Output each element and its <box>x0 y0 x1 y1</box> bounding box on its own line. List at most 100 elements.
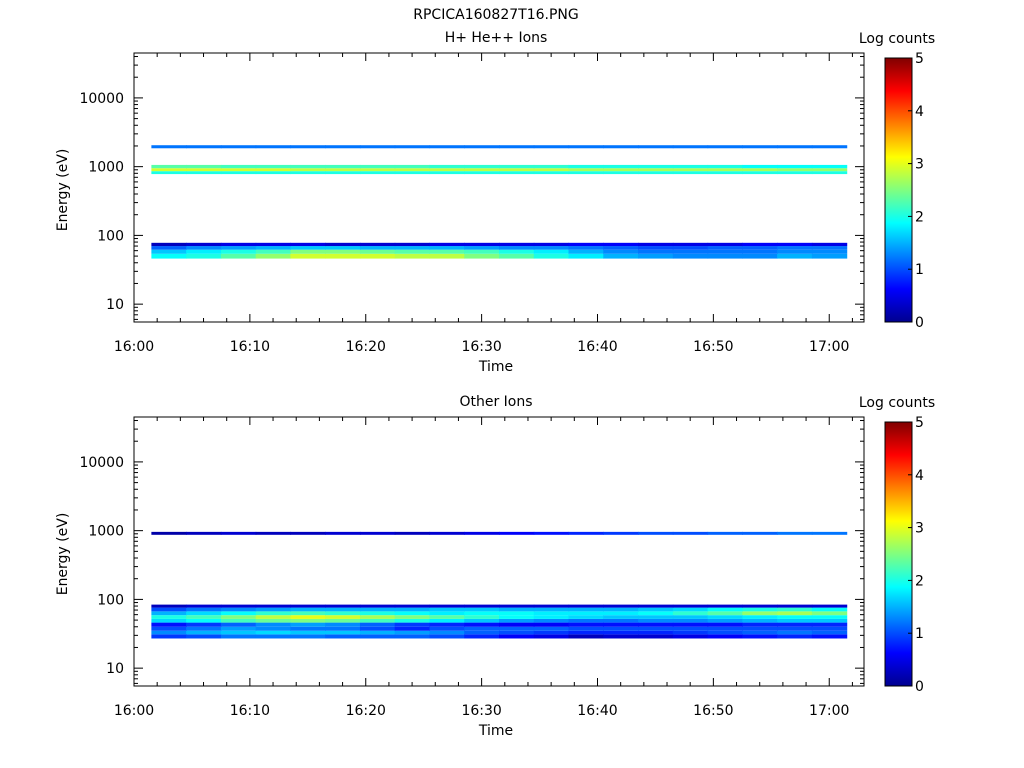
heatmap-cell <box>638 164 674 169</box>
heatmap-cell <box>290 611 326 616</box>
heatmap-cell <box>464 168 500 172</box>
colorbar-ticks: 0 1 2 3 4 5 <box>908 415 924 695</box>
heatmap-cell <box>811 634 848 639</box>
heatmap-cell <box>742 622 778 627</box>
heatmap-cell <box>742 171 778 175</box>
heatmap-cell <box>255 618 292 623</box>
heatmap-cell <box>603 626 639 631</box>
heatmap-cell <box>220 634 257 639</box>
plot-frame <box>133 52 865 323</box>
heatmap-cell <box>707 615 743 619</box>
y-tick-label: 10 <box>106 661 124 677</box>
heatmap-cell <box>603 622 639 627</box>
heatmap-cell <box>638 611 674 616</box>
heatmap-cell <box>186 242 222 247</box>
heatmap-cell <box>325 611 361 616</box>
colorbar-tick-label: 3 <box>915 157 924 173</box>
colorbar-tick-label: 1 <box>915 262 924 278</box>
heatmap-cell <box>290 622 326 627</box>
panel-title: Other Ions <box>459 394 532 410</box>
heatmap-cell <box>638 634 674 639</box>
heatmap-cell <box>638 618 674 623</box>
colorbar-tick-label: 2 <box>915 209 924 225</box>
heatmap-cell <box>499 611 535 616</box>
heatmap-cell <box>742 242 778 247</box>
colorbar-tick-label: 5 <box>915 415 924 431</box>
heatmap-cell <box>568 622 604 627</box>
heatmap-cell <box>325 626 361 631</box>
heatmap-cell <box>568 242 604 247</box>
heatmap-cell <box>568 630 604 635</box>
heatmap-cell <box>533 622 570 627</box>
heatmap-cell <box>707 253 743 259</box>
heatmap-cell <box>568 618 604 623</box>
heatmap-cell <box>533 604 570 608</box>
y-tick-label: 10000 <box>79 455 124 471</box>
heatmap-cell <box>707 626 743 631</box>
heatmap-cell <box>707 604 743 608</box>
heatmap-cell <box>672 164 709 169</box>
heatmap-cell <box>359 615 396 619</box>
heatmap-cell <box>603 164 639 169</box>
heatmap-cell <box>568 604 604 608</box>
heatmap-cell <box>186 168 222 172</box>
heatmap-cell <box>777 246 813 250</box>
heatmap-cell <box>429 531 465 535</box>
heatmap-cell <box>255 531 292 535</box>
panel-title: H+ He++ Ions <box>445 30 548 46</box>
heatmap-cell <box>672 626 709 631</box>
heatmap-cell <box>638 626 674 631</box>
heatmap-cell <box>499 246 535 250</box>
heatmap-cell <box>255 607 292 612</box>
heatmap-cell <box>186 634 222 639</box>
heatmap-cell <box>707 246 743 250</box>
heatmap-cell <box>151 145 187 149</box>
heatmap-cell <box>290 242 326 247</box>
heatmap-cell <box>186 607 222 612</box>
heatmap-cell <box>394 618 431 623</box>
heatmap-cell <box>811 611 848 616</box>
heatmap-cell <box>638 246 674 250</box>
heatmap-cell <box>742 604 778 608</box>
heatmap-cell <box>638 253 674 259</box>
heatmap-cell <box>151 634 187 639</box>
colorbar <box>884 57 913 323</box>
heatmap-cell <box>533 168 570 172</box>
heatmap-cell <box>255 246 292 250</box>
heatmap-cell <box>429 242 465 247</box>
colorbar-tick-label: 4 <box>915 468 924 484</box>
heatmap-cell <box>394 246 431 250</box>
heatmap-cell <box>220 531 257 535</box>
heatmap-cell <box>394 630 431 635</box>
heatmap-cell <box>742 145 778 149</box>
heatmap-cell <box>499 626 535 631</box>
heatmap-cell <box>672 604 709 608</box>
heatmap-cell <box>499 615 535 619</box>
heatmap-cell <box>220 630 257 635</box>
heatmap-cell <box>777 249 813 254</box>
y-axis-label: Energy (eV) <box>55 513 71 596</box>
heatmap-cell <box>359 164 396 169</box>
heatmap-cell <box>186 246 222 250</box>
heatmap-cell <box>777 171 813 175</box>
colorbar-tick-label: 5 <box>915 51 924 67</box>
heatmap-cell <box>533 171 570 175</box>
heatmap-cell <box>464 622 500 627</box>
heatmap-cell <box>290 246 326 250</box>
heatmap-cell <box>603 531 639 535</box>
heatmap-cell <box>707 171 743 175</box>
heatmap-cell <box>707 249 743 254</box>
heatmap-cell <box>429 145 465 149</box>
x-tick-label: 16:10 <box>230 339 270 355</box>
heatmap-cell <box>533 145 570 149</box>
heatmap-cell <box>777 168 813 172</box>
heatmap-cell <box>707 607 743 612</box>
heatmap-cell <box>325 171 361 175</box>
heatmap-cell <box>707 164 743 169</box>
y-axis-label: Energy (eV) <box>55 149 71 232</box>
heatmap-cell <box>568 168 604 172</box>
heatmap-cell <box>220 622 257 627</box>
colorbar-tick-label: 0 <box>915 679 924 695</box>
heatmap-cell <box>533 253 570 259</box>
heatmap-cell <box>464 242 500 247</box>
